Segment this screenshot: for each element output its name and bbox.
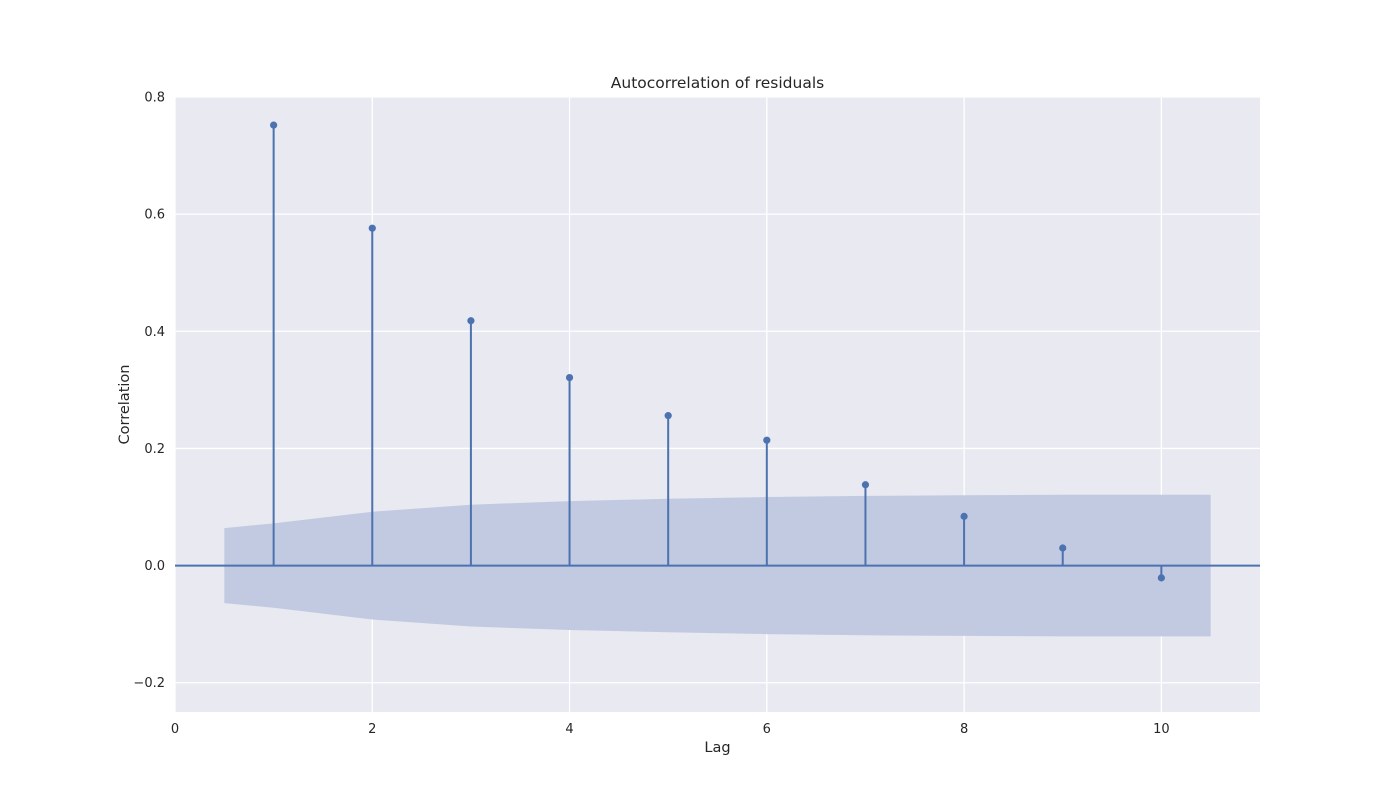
y-tick-label: −0.2 (133, 676, 165, 691)
stem-marker (960, 512, 968, 520)
y-axis-title: Correlation (117, 365, 133, 445)
stem-marker (565, 373, 574, 382)
stem-marker (467, 317, 475, 325)
x-tick-label: 2 (368, 722, 376, 737)
x-tick-label: 4 (565, 722, 573, 737)
stems-group (270, 121, 1165, 582)
stem-marker (763, 436, 771, 444)
chart-title: Autocorrelation of residuals (611, 74, 824, 92)
y-tick-label: 0.8 (144, 91, 165, 106)
y-tick-label: 0.0 (144, 559, 165, 574)
y-tick-label: 0.4 (144, 325, 165, 340)
stem-marker (1157, 574, 1165, 582)
stem-marker (368, 224, 376, 232)
stem-marker (1059, 544, 1067, 552)
x-tick-label: 6 (763, 722, 771, 737)
y-tick-label: 0.2 (144, 442, 165, 457)
x-tick-label: 0 (171, 722, 179, 737)
y-tick-label: 0.6 (144, 208, 165, 223)
x-axis-title: Lag (704, 740, 730, 756)
x-tick-label: 10 (1153, 722, 1170, 737)
stem-marker (861, 481, 870, 489)
tick-labels-group: 0 2 4 6 8 10 −0.2 0.0 0.2 0.4 0.6 0.8 (133, 91, 1169, 738)
stem-marker (664, 412, 672, 420)
stem-marker (270, 121, 278, 129)
x-tick-label: 8 (960, 722, 968, 737)
